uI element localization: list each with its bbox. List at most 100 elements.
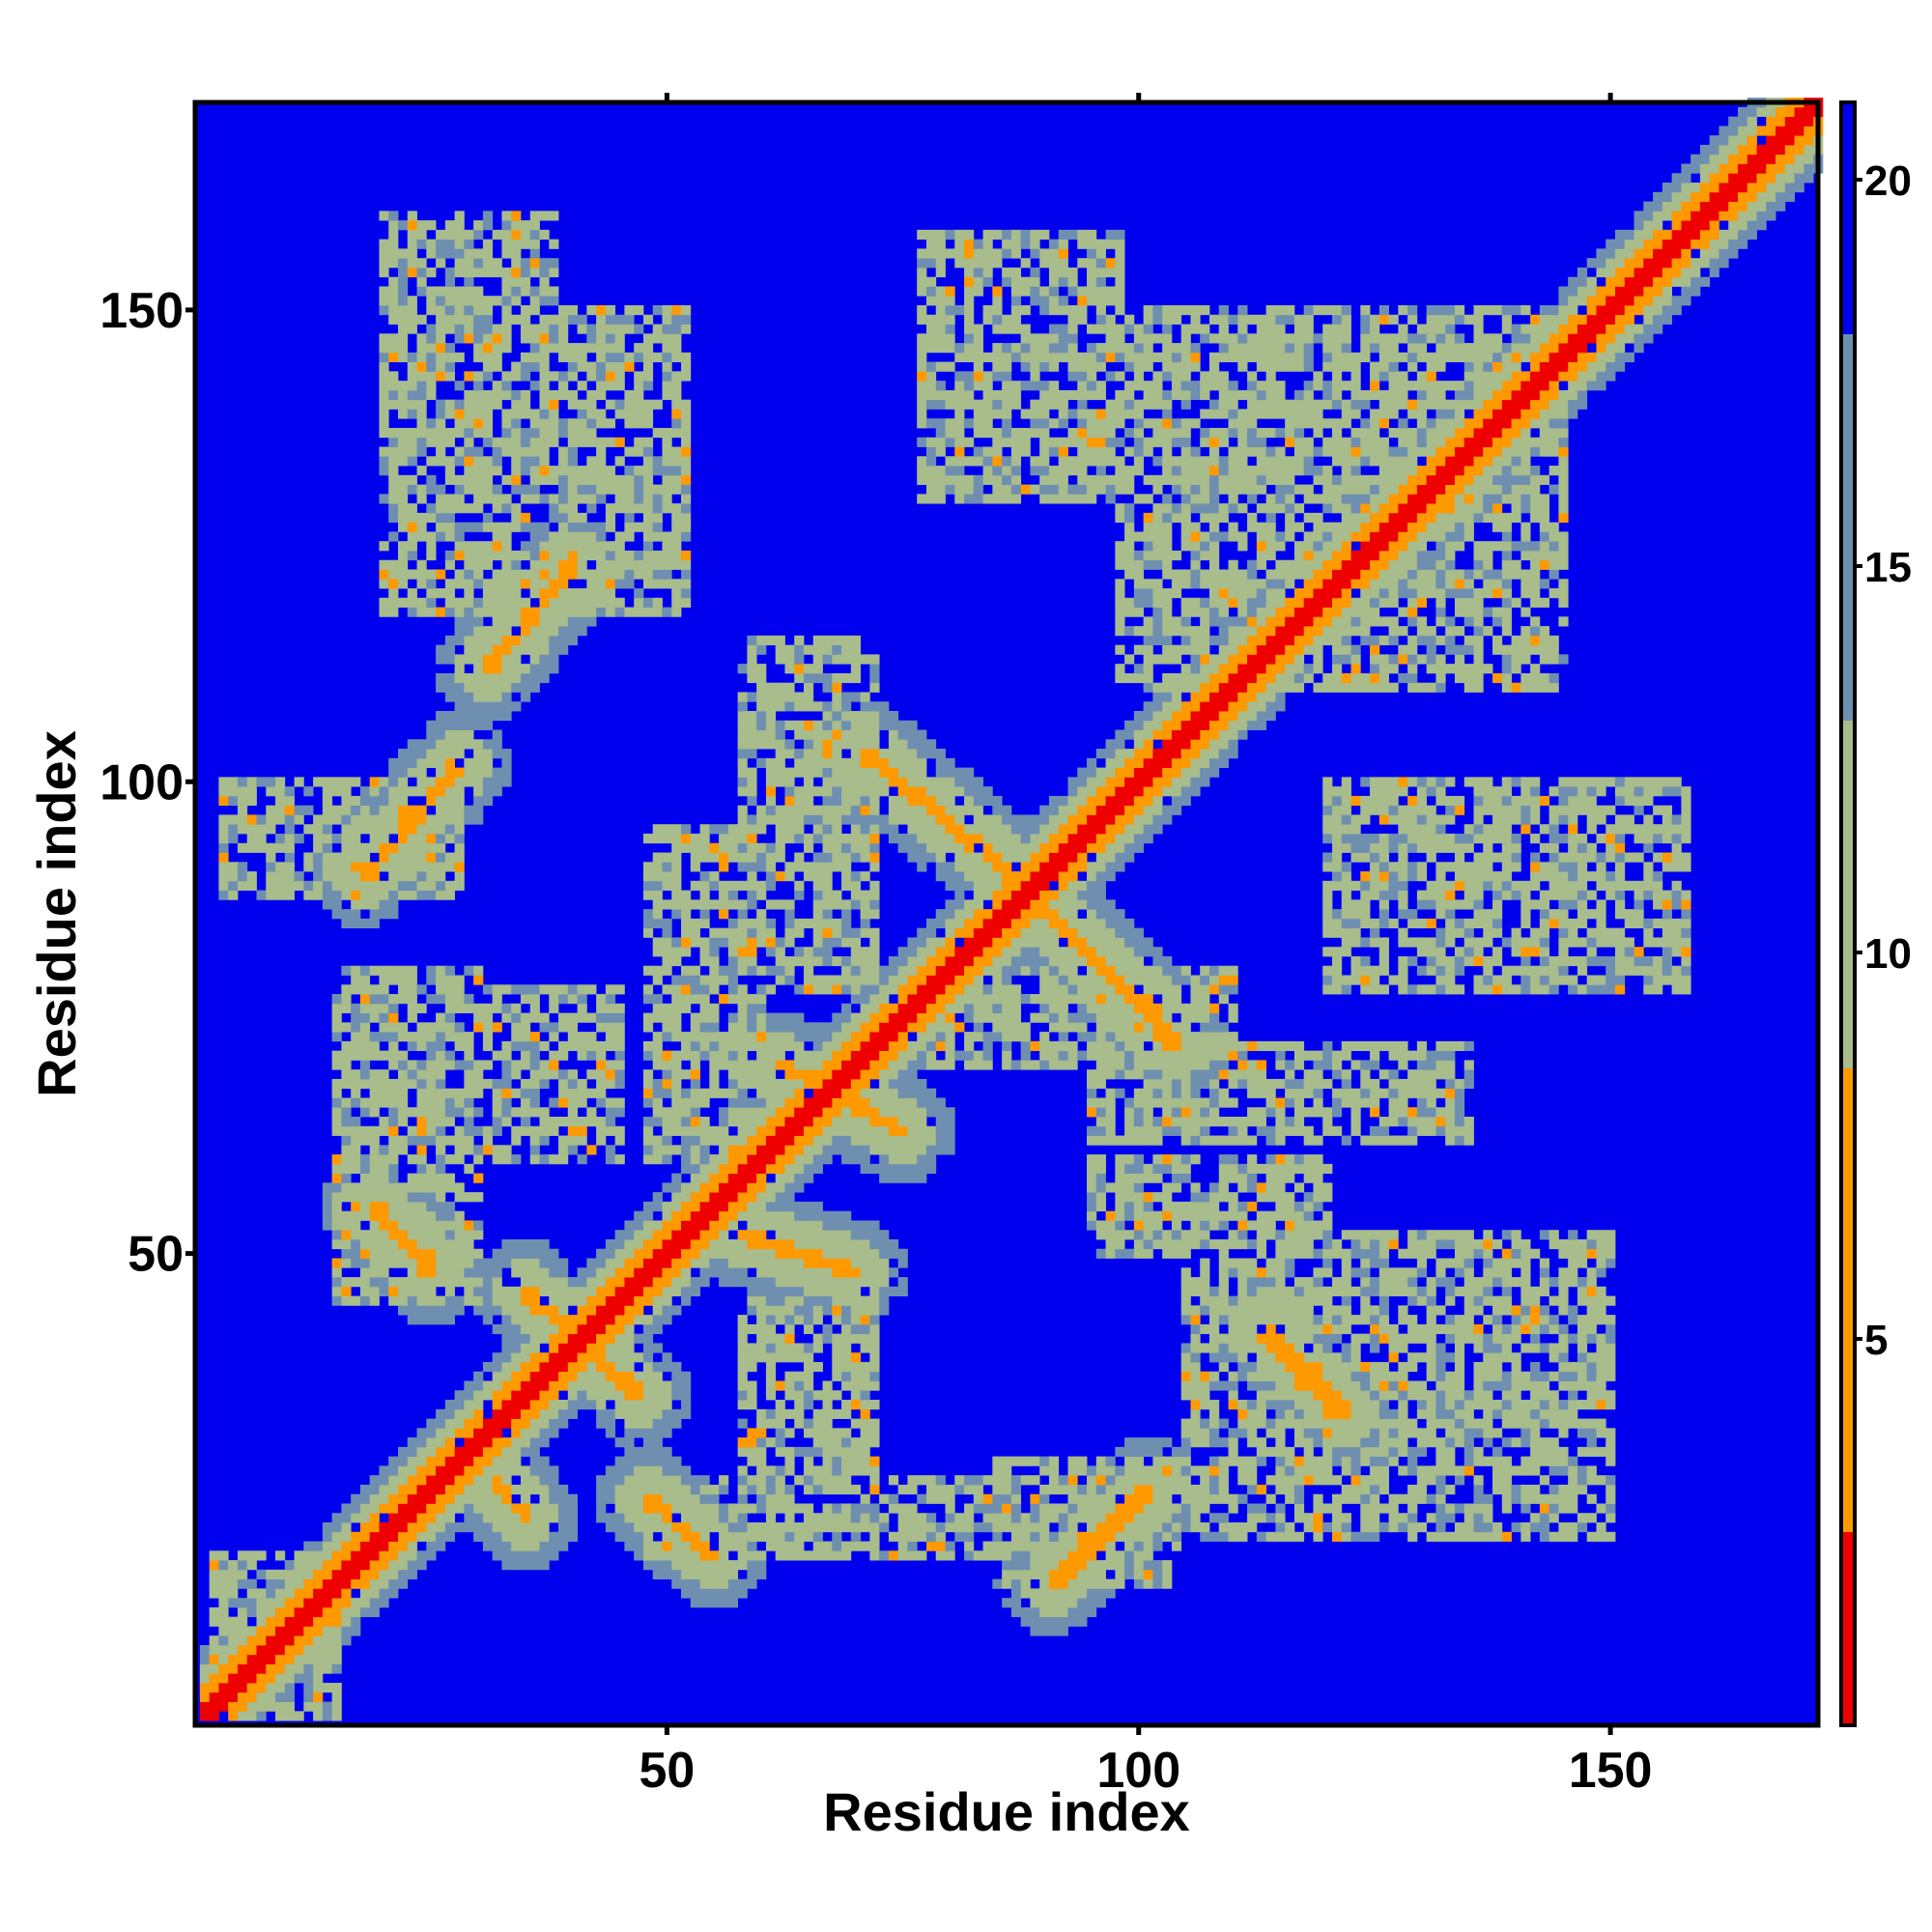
heatmap-cell bbox=[652, 1230, 663, 1240]
heatmap-cell bbox=[804, 1286, 814, 1296]
heatmap-cell bbox=[549, 1022, 559, 1033]
heatmap-cell bbox=[388, 399, 399, 410]
heatmap-cell bbox=[690, 1192, 700, 1203]
heatmap-cell bbox=[596, 1493, 607, 1504]
heatmap-cell bbox=[765, 1192, 777, 1203]
heatmap-cell bbox=[804, 955, 814, 967]
heatmap-cell bbox=[464, 635, 474, 646]
heatmap-cell bbox=[454, 749, 465, 759]
heatmap-cell bbox=[464, 399, 474, 410]
heatmap-cell bbox=[727, 1258, 739, 1268]
heatmap-cell bbox=[850, 739, 862, 750]
heatmap-cell bbox=[860, 1437, 870, 1448]
heatmap-cell bbox=[709, 1060, 720, 1070]
heatmap-cell bbox=[577, 1050, 587, 1061]
heatmap-cell bbox=[359, 1295, 371, 1306]
heatmap-cell bbox=[567, 466, 578, 476]
heatmap-cell bbox=[756, 1428, 767, 1438]
heatmap-cell bbox=[284, 1626, 295, 1636]
heatmap-cell bbox=[662, 1295, 672, 1306]
heatmap-cell bbox=[737, 1182, 748, 1193]
heatmap-cell bbox=[539, 1560, 550, 1571]
heatmap-cell bbox=[520, 258, 531, 269]
heatmap-cell bbox=[832, 795, 842, 807]
heatmap-cell bbox=[426, 1107, 437, 1118]
heatmap-cell bbox=[756, 1550, 767, 1561]
heatmap-cell bbox=[303, 1635, 314, 1646]
heatmap-cell bbox=[804, 720, 814, 730]
heatmap-cell bbox=[652, 852, 663, 863]
heatmap-cell bbox=[379, 1550, 389, 1561]
heatmap-cell bbox=[775, 1333, 785, 1344]
heatmap-cell bbox=[369, 1606, 380, 1618]
heatmap-cell bbox=[359, 1192, 371, 1203]
heatmap-cell bbox=[511, 1352, 522, 1363]
heatmap-cell bbox=[407, 484, 417, 495]
heatmap-cell bbox=[436, 824, 446, 835]
heatmap-cell bbox=[398, 569, 409, 580]
heatmap-cell bbox=[351, 1493, 361, 1504]
heatmap-cell bbox=[398, 1060, 409, 1070]
heatmap-cell bbox=[426, 1201, 437, 1212]
heatmap-cell bbox=[804, 1323, 814, 1335]
heatmap-cell bbox=[719, 1107, 729, 1118]
heatmap-cell bbox=[860, 890, 870, 900]
heatmap-cell bbox=[416, 1305, 427, 1316]
heatmap-cell bbox=[832, 1315, 842, 1325]
heatmap-cell bbox=[784, 1390, 795, 1401]
heatmap-cell bbox=[558, 466, 569, 476]
heatmap-cell bbox=[841, 1258, 852, 1268]
heatmap-cell bbox=[444, 220, 456, 231]
heatmap-cell bbox=[699, 1277, 710, 1288]
heatmap-cell bbox=[398, 1050, 409, 1061]
heatmap-cell bbox=[482, 635, 494, 646]
heatmap-cell bbox=[416, 484, 427, 495]
heatmap-cell bbox=[605, 399, 616, 410]
heatmap-cell bbox=[756, 927, 767, 938]
heatmap-cell bbox=[860, 1238, 870, 1250]
heatmap-cell bbox=[652, 994, 663, 1005]
heatmap-cell bbox=[804, 1117, 814, 1127]
heatmap-cell bbox=[596, 1295, 607, 1306]
heatmap-cell bbox=[436, 805, 446, 815]
heatmap-cell bbox=[727, 1238, 739, 1250]
heatmap-cell bbox=[511, 1560, 522, 1571]
heatmap-cell bbox=[850, 880, 862, 891]
heatmap-cell bbox=[624, 1503, 635, 1514]
heatmap-cell bbox=[237, 1711, 248, 1721]
heatmap-cell bbox=[709, 824, 720, 835]
heatmap-cell bbox=[642, 1267, 654, 1278]
heatmap-cell bbox=[586, 1352, 597, 1363]
heatmap-cell bbox=[520, 1277, 531, 1288]
heatmap-cell bbox=[454, 994, 465, 1005]
heatmap-cell bbox=[822, 1446, 833, 1458]
heatmap-cell bbox=[756, 1503, 767, 1514]
heatmap-cell bbox=[642, 1022, 654, 1033]
heatmap-cell bbox=[577, 1125, 587, 1136]
heatmap-cell bbox=[492, 692, 502, 702]
heatmap-cell bbox=[624, 1220, 635, 1231]
heatmap-cell bbox=[388, 1493, 399, 1504]
heatmap-cell bbox=[727, 1210, 739, 1221]
heatmap-cell bbox=[596, 361, 607, 372]
heatmap-cell bbox=[549, 1003, 559, 1013]
heatmap-cell bbox=[331, 1711, 342, 1721]
heatmap-cell bbox=[794, 927, 805, 938]
heatmap-cell bbox=[577, 626, 587, 637]
heatmap-cell bbox=[596, 1135, 607, 1146]
heatmap-cell bbox=[804, 1107, 814, 1118]
heatmap-cell bbox=[765, 1541, 777, 1551]
heatmap-cell bbox=[398, 880, 409, 891]
heatmap-cell bbox=[388, 276, 399, 287]
heatmap-cell bbox=[841, 965, 852, 976]
heatmap-cell bbox=[888, 1163, 899, 1175]
heatmap-cell bbox=[237, 786, 248, 797]
heatmap-cell bbox=[454, 324, 465, 334]
heatmap-cell bbox=[284, 1644, 295, 1656]
heatmap-cell bbox=[407, 1286, 417, 1296]
heatmap-cell bbox=[662, 1560, 672, 1571]
heatmap-cell bbox=[596, 1117, 607, 1127]
heatmap-cell bbox=[775, 1145, 785, 1155]
heatmap-cell bbox=[558, 1267, 569, 1278]
heatmap-cell bbox=[727, 1503, 739, 1514]
